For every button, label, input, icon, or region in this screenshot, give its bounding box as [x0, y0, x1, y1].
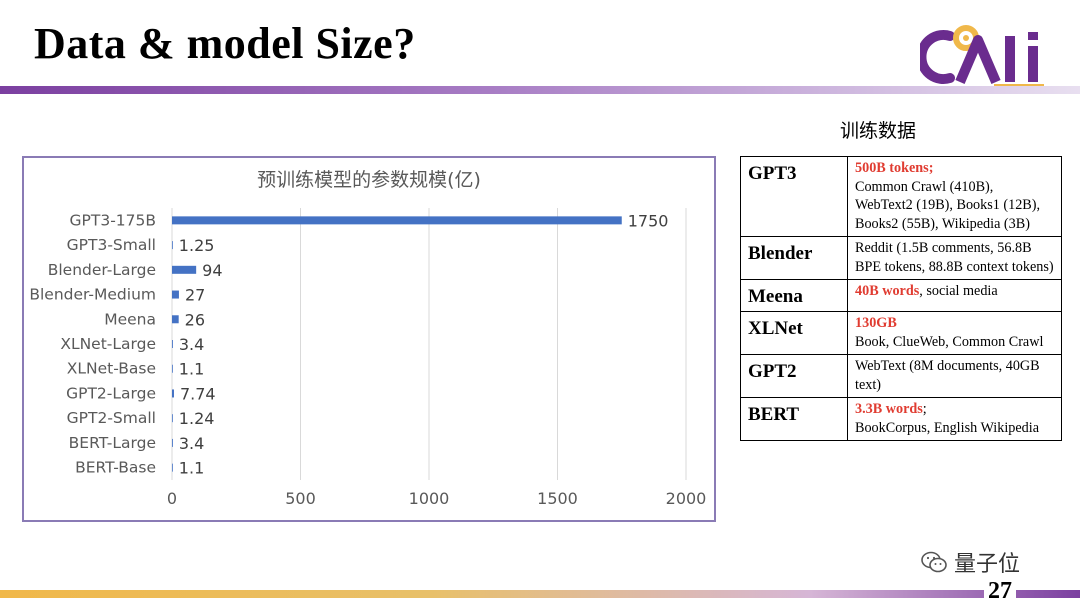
value-label: 1.1	[179, 459, 204, 478]
chart-frame: 预训练模型的参数规模(亿) 0 500 1000 1500 2000 GPT3-175B…	[22, 156, 716, 522]
table-row: XLNet 130GB Book, ClueWeb, Common Crawl	[740, 311, 1062, 355]
table-caption: 训练数据	[840, 120, 917, 142]
training-data-table: GPT3 500B tokens; Common Crawl (410B), Web…	[740, 156, 1062, 441]
model-name: Meena	[740, 279, 848, 312]
table-row: BERT 3.3B words; BookCorpus, English Wikip…	[740, 397, 1062, 441]
bar	[172, 340, 173, 348]
data-sources: Book, ClueWeb, Common Crawl	[855, 333, 1044, 350]
value-label: 3.4	[179, 335, 204, 354]
value-label: 7.74	[180, 384, 216, 403]
table-row: Blender Reddit (1.5B comments, 56.8B BPE …	[740, 236, 1062, 280]
category-label: GPT2-Small	[67, 409, 156, 427]
data-sources: Common Crawl (410B), WebText2 (19B), Boo…	[855, 178, 1041, 232]
model-name: BERT	[740, 397, 848, 441]
x-tick-label: 1500	[537, 489, 578, 508]
category-label: GPT3-175B	[70, 211, 157, 229]
bar	[172, 290, 179, 299]
data-sources: , social media	[919, 283, 998, 299]
value-label: 1.25	[179, 236, 215, 255]
category-label: BERT-Large	[69, 434, 156, 452]
data-size-highlight: 500B tokens;	[855, 160, 934, 176]
bar	[172, 315, 179, 324]
bar	[172, 216, 622, 225]
data-size-highlight: 130GB	[855, 315, 897, 331]
category-label: GPT2-Large	[66, 384, 156, 402]
x-tick-label: 500	[285, 489, 316, 508]
category-label: Blender-Large	[48, 261, 156, 279]
training-data-desc: 3.3B words; BookCorpus, English Wikipedia	[847, 397, 1062, 441]
wechat-icon	[921, 551, 947, 573]
table-row: Meena 40B words, social media	[740, 279, 1062, 312]
model-name: GPT2	[740, 354, 848, 398]
category-label: BERT-Base	[75, 459, 156, 477]
x-tick-label: 1000	[409, 489, 450, 508]
page-number: 27	[984, 578, 1016, 605]
training-data-desc: 130GB Book, ClueWeb, Common Crawl	[847, 311, 1062, 355]
category-label: Blender-Medium	[29, 286, 156, 304]
bar	[172, 265, 197, 274]
chart-title: 预训练模型的参数规模(亿)	[257, 169, 481, 191]
model-name: Blender	[740, 236, 848, 280]
value-label: 1750	[628, 211, 669, 230]
value-label: 1.1	[179, 360, 204, 379]
x-tick-label: 2000	[666, 489, 707, 508]
training-data-desc: Reddit (1.5B comments, 56.8B BPE tokens,…	[847, 236, 1062, 280]
watermark: 量子位	[920, 546, 1020, 578]
bar	[172, 389, 174, 398]
bar	[172, 364, 173, 373]
category-label: XLNet-Base	[67, 360, 156, 378]
caai-logo	[920, 25, 1044, 86]
table-row: GPT2 WebText (8M documents, 40GB text)	[740, 354, 1062, 398]
model-name: XLNet	[740, 311, 848, 355]
category-label: GPT3-Small	[67, 236, 156, 254]
x-tick-label: 0	[167, 489, 177, 508]
training-data-desc: 40B words, social media	[847, 279, 1062, 312]
value-label: 26	[185, 310, 205, 329]
watermark-text: 量子位	[954, 552, 1021, 577]
footer-divider	[0, 590, 1080, 598]
data-sources: Reddit (1.5B comments, 56.8B BPE tokens,…	[855, 240, 1054, 275]
value-label: 94	[202, 261, 222, 280]
data-size-highlight: 40B words	[855, 283, 920, 299]
training-data-desc: WebText (8M documents, 40GB text)	[847, 354, 1062, 398]
data-sources: WebText (8M documents, 40GB text)	[855, 358, 1040, 393]
header-divider	[0, 86, 1080, 94]
slide-title: Data & model Size?	[34, 19, 416, 68]
value-label: 1.24	[179, 409, 215, 428]
category-label: Meena	[104, 310, 156, 328]
parameter-size-bar-chart: 预训练模型的参数规模(亿) 0 500 1000 1500 2000 GPT3-175B…	[29, 169, 707, 508]
value-label: 3.4	[179, 434, 204, 453]
bar	[172, 438, 173, 447]
model-name: GPT3	[740, 156, 848, 237]
category-label: XLNet-Large	[60, 335, 156, 353]
bar	[172, 414, 173, 423]
training-data-desc: 500B tokens; Common Crawl (410B), WebText…	[847, 156, 1062, 237]
data-sources: BookCorpus, English Wikipedia	[855, 419, 1039, 436]
bar	[172, 241, 173, 250]
bar	[172, 463, 173, 472]
value-label: 27	[185, 286, 205, 305]
table-row: GPT3 500B tokens; Common Crawl (410B), Web…	[740, 156, 1062, 237]
data-size-highlight: 3.3B words	[855, 401, 923, 417]
